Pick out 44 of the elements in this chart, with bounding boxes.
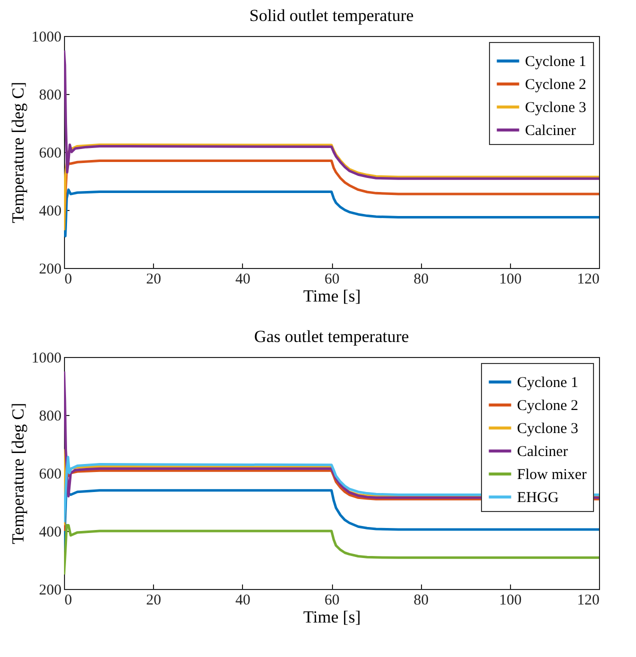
x-tick-label: 60 xyxy=(324,272,340,288)
legend-label: Calciner xyxy=(525,123,576,139)
legend-label: Flow mixer xyxy=(517,467,587,483)
line-series xyxy=(64,49,599,180)
chart-title: Solid outlet temperature xyxy=(249,6,414,25)
x-axis-title: Time [s] xyxy=(303,608,361,626)
x-tick-label: 80 xyxy=(414,272,429,288)
y-tick-label: 800 xyxy=(39,88,62,104)
y-axis-title: Temperature [deg C] xyxy=(8,82,28,224)
x-tick-label: 120 xyxy=(577,592,600,608)
y-tick-label: 1000 xyxy=(32,30,62,46)
legend-label: Cyclone 3 xyxy=(525,100,586,116)
legend-label: Cyclone 3 xyxy=(517,421,578,437)
y-tick-label: 800 xyxy=(39,408,62,424)
x-tick-label: 60 xyxy=(324,592,340,608)
line-series xyxy=(64,188,599,238)
line-series xyxy=(64,524,599,576)
line-series xyxy=(64,144,599,232)
x-tick-label: 80 xyxy=(414,592,429,608)
legend-label: Calciner xyxy=(517,444,568,460)
y-axis-title: Temperature [deg C] xyxy=(8,402,28,544)
y-tick-label: 200 xyxy=(39,262,62,278)
x-tick-label: 40 xyxy=(235,272,250,288)
y-tick-label: 1000 xyxy=(32,350,62,366)
x-tick-label: 0 xyxy=(64,592,72,608)
legend-label: Cyclone 2 xyxy=(525,77,586,93)
y-tick-label: 400 xyxy=(39,524,62,540)
legend-label: Cyclone 1 xyxy=(517,375,578,391)
legend-label: Cyclone 2 xyxy=(517,398,578,414)
chart-title: Gas outlet temperature xyxy=(254,327,409,346)
x-tick-label: 120 xyxy=(577,272,600,288)
y-tick-label: 600 xyxy=(39,146,62,162)
x-tick-label: 100 xyxy=(499,272,522,288)
y-tick-label: 600 xyxy=(39,466,62,482)
y-tick-label: 400 xyxy=(39,204,62,220)
x-tick-label: 20 xyxy=(146,592,162,608)
legend-label: EHGG xyxy=(517,490,559,506)
y-tick-label: 200 xyxy=(39,582,62,598)
legend-label: Cyclone 1 xyxy=(525,54,586,70)
x-tick-label: 20 xyxy=(146,272,162,288)
x-tick-label: 100 xyxy=(499,592,522,608)
x-tick-label: 40 xyxy=(235,592,250,608)
x-axis-title: Time [s] xyxy=(303,286,361,306)
x-tick-label: 0 xyxy=(64,272,72,288)
